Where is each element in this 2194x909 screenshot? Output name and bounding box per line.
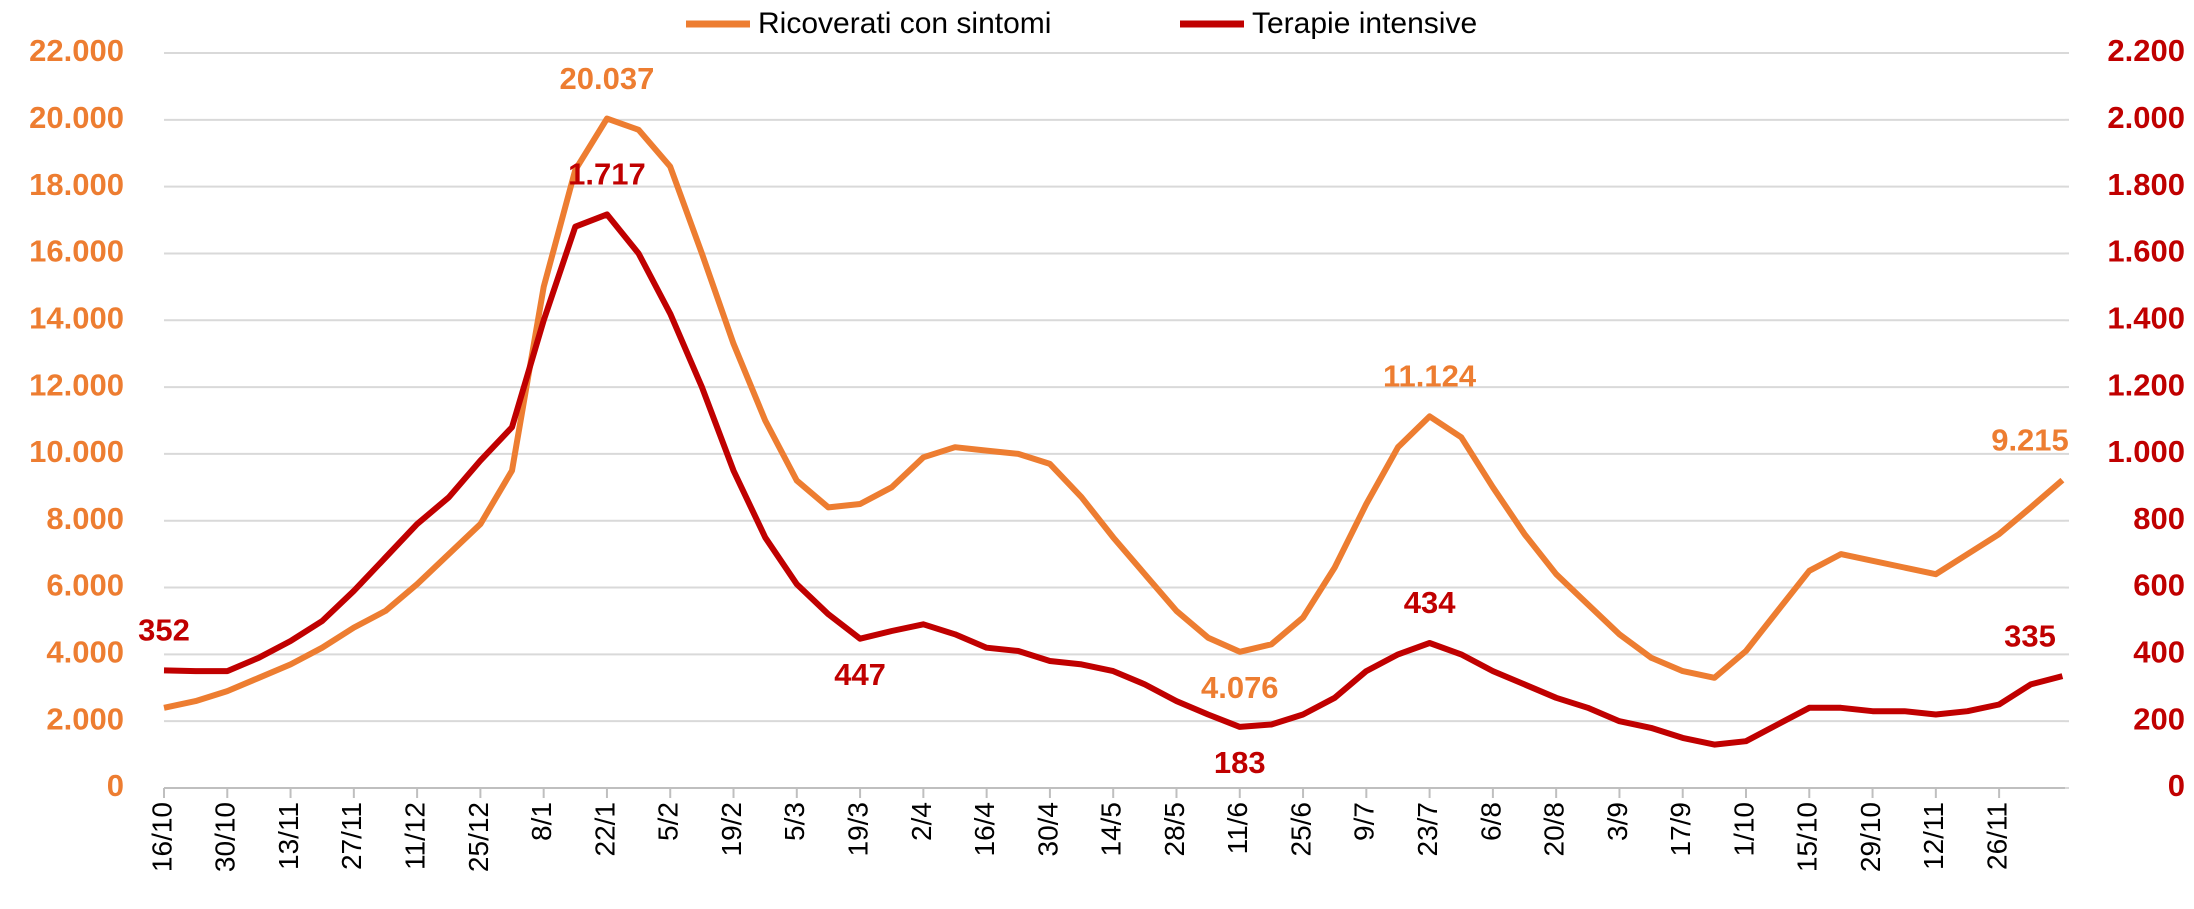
data-label: 183: [1214, 745, 1266, 780]
data-label: 9.215: [1991, 422, 2069, 457]
x-tick-label: 20/8: [1539, 802, 1570, 857]
x-tick-label: 11/12: [400, 802, 431, 870]
y2-tick-label: 400: [2133, 635, 2185, 670]
x-tick-label: 2/4: [906, 802, 937, 841]
x-tick-label: 13/11: [273, 802, 304, 870]
y-tick-label: 4.000: [46, 635, 124, 670]
x-tick-label: 27/11: [336, 802, 367, 870]
y2-tick-label: 2.000: [2107, 100, 2185, 135]
x-tick-label: 9/7: [1349, 802, 1380, 841]
data-label: 20.037: [560, 61, 655, 96]
y-tick-label: 2.000: [46, 701, 124, 736]
data-label: 352: [138, 613, 190, 648]
y2-tick-label: 1.000: [2107, 434, 2185, 469]
x-tick-label: 5/2: [653, 802, 684, 841]
x-tick-label: 30/4: [1032, 802, 1063, 857]
x-tick-label: 17/9: [1665, 802, 1696, 857]
x-tick-label: 19/3: [842, 802, 873, 857]
x-tick-label: 25/12: [463, 802, 494, 872]
y-tick-label: 14.000: [29, 300, 124, 335]
data-label: 11.124: [1383, 359, 1477, 394]
legend-label: Ricoverati con sintomi: [758, 7, 1051, 40]
y-tick-label: 8.000: [46, 501, 124, 536]
data-label: 1.717: [568, 157, 646, 192]
x-tick-label: 12/11: [1918, 802, 1949, 870]
x-tick-label: 5/3: [779, 802, 810, 841]
x-tick-label: 30/10: [210, 802, 241, 872]
y2-tick-label: 1.400: [2107, 300, 2185, 335]
data-label: 434: [1404, 585, 1456, 620]
x-tick-label: 26/11: [1982, 802, 2013, 870]
x-tick-label: 3/9: [1602, 802, 1633, 841]
x-tick-label: 19/2: [716, 802, 747, 857]
data-label: 4.076: [1201, 670, 1279, 705]
y2-tick-label: 1.600: [2107, 234, 2185, 269]
y2-tick-label: 1.800: [2107, 167, 2185, 202]
y-tick-label: 0: [107, 768, 124, 803]
y2-tick-label: 800: [2133, 501, 2185, 536]
y-tick-label: 16.000: [29, 234, 124, 269]
x-tick-label: 8/1: [526, 802, 557, 841]
x-tick-label: 1/10: [1728, 802, 1759, 857]
y-tick-label: 12.000: [29, 367, 124, 402]
x-tick-label: 6/8: [1475, 802, 1506, 841]
y-tick-label: 18.000: [29, 167, 124, 202]
y2-tick-label: 2.200: [2107, 33, 2185, 68]
x-tick-label: 16/10: [146, 802, 177, 872]
y-tick-label: 6.000: [46, 568, 124, 603]
line-series: [163, 115, 2065, 711]
y2-tick-label: 200: [2133, 701, 2185, 736]
y2-tick-label: 1.200: [2107, 367, 2185, 402]
y-tick-label: 10.000: [29, 434, 124, 469]
line-series: [163, 211, 2064, 748]
data-label: 447: [834, 657, 886, 692]
x-tick-label: 28/5: [1159, 802, 1190, 857]
legend-label: Terapie intensive: [1252, 7, 1477, 40]
x-tick-label: 14/5: [1096, 802, 1127, 857]
data-label: 335: [2004, 618, 2056, 653]
x-tick-label: 22/1: [589, 802, 620, 857]
y-tick-label: 22.000: [29, 33, 124, 68]
x-tick-label: 16/4: [969, 802, 1000, 857]
y2-tick-label: 0: [2168, 768, 2185, 803]
x-tick-label: 29/10: [1855, 802, 1886, 872]
y2-tick-label: 600: [2133, 568, 2185, 603]
y-tick-label: 20.000: [29, 100, 124, 135]
x-tick-label: 23/7: [1412, 802, 1443, 857]
x-tick-label: 25/6: [1285, 802, 1316, 857]
x-tick-label: 11/6: [1222, 802, 1253, 854]
x-tick-label: 15/10: [1792, 802, 1823, 872]
